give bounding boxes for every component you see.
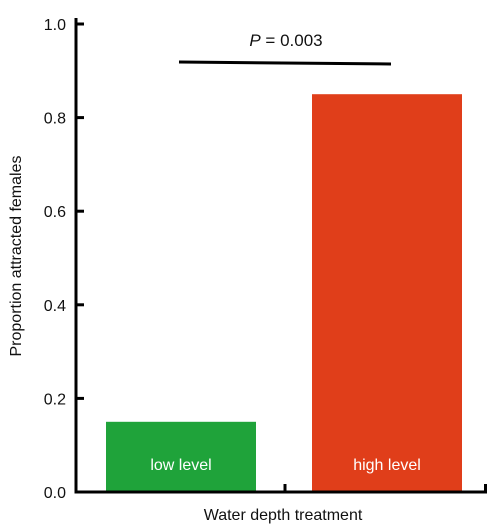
- axes-group: [74, 18, 487, 494]
- bar-label-low-level: low level: [150, 457, 211, 474]
- y-tick-label: 1.0: [44, 17, 66, 34]
- y-tick-label: 0.0: [44, 485, 66, 502]
- annotation-group: P = 0.003: [178, 31, 392, 66]
- bar-label-high-level: high level: [353, 457, 421, 474]
- significance-bar: [178, 60, 392, 66]
- y-tick-label: 0.8: [44, 111, 66, 128]
- bar-high-level: [312, 94, 462, 492]
- y-axis-title: Proportion attracted females: [8, 156, 25, 357]
- y-tick-label: 0.2: [44, 391, 66, 408]
- y-tick-label: 0.4: [44, 298, 66, 315]
- bar-low-level: [106, 421, 256, 492]
- y-tick-label: 0.6: [44, 204, 66, 221]
- bars-group: [106, 94, 462, 492]
- y-ticks-group: 0.0 0.2 0.4 0.6 0.8 1.0: [44, 17, 84, 502]
- p-value-label: P = 0.003: [249, 31, 322, 50]
- x-axis-title: Water depth treatment: [204, 507, 363, 524]
- bar-labels-group: low level high level: [150, 457, 420, 474]
